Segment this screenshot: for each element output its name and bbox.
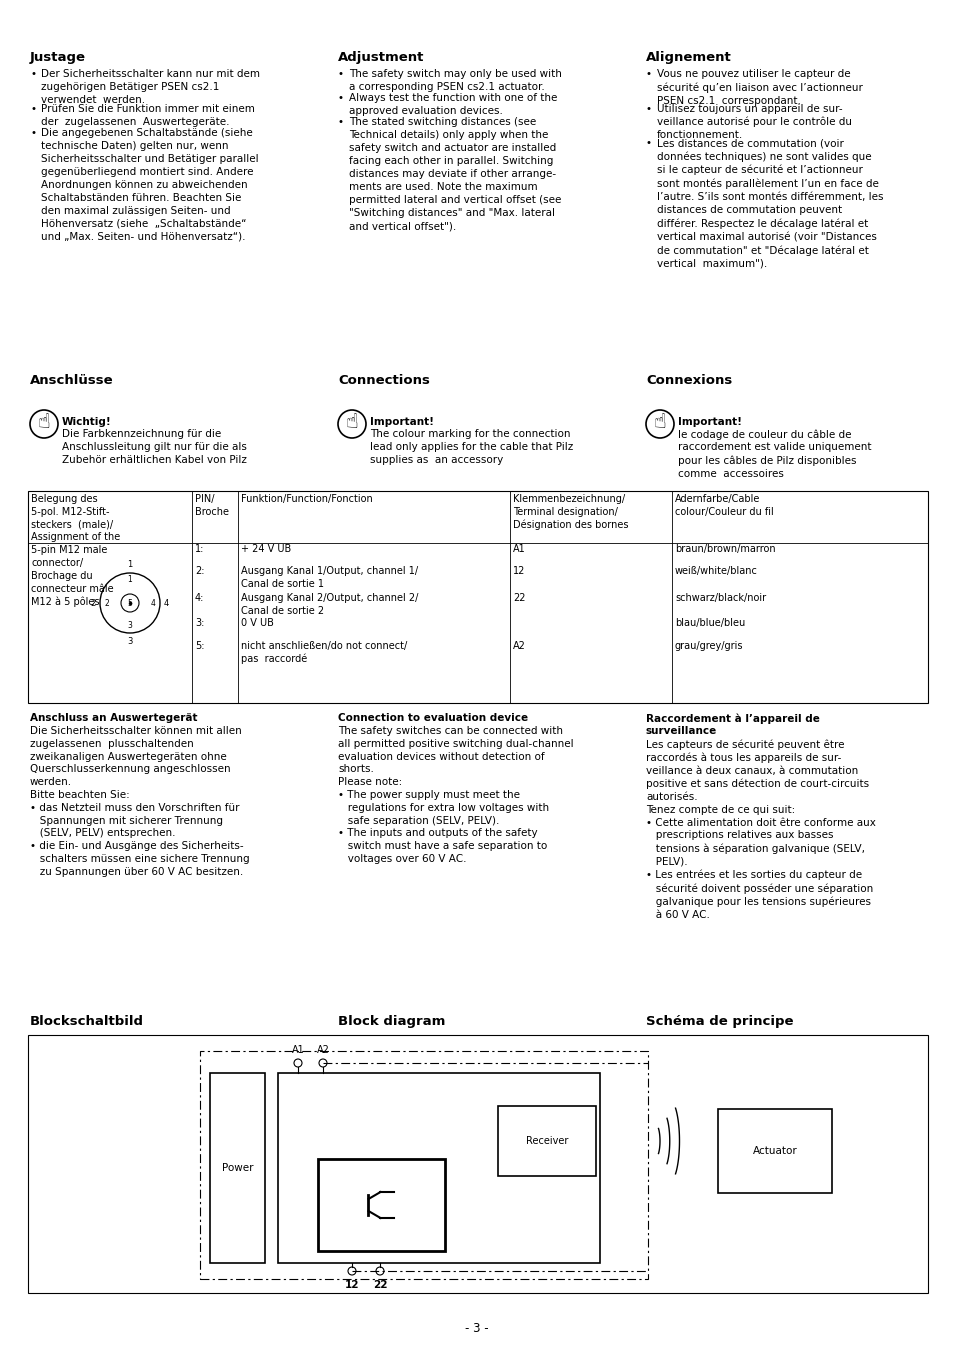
Text: 4: 4: [151, 598, 155, 608]
Text: Schéma de principe: Schéma de principe: [645, 1015, 793, 1028]
Text: 12: 12: [513, 566, 525, 576]
Bar: [210, 1073, 265, 1263]
Text: •: •: [645, 69, 651, 78]
Text: 3:: 3:: [194, 617, 204, 628]
Text: 2: 2: [91, 598, 96, 608]
Text: braun/brown/marron: braun/brown/marron: [675, 544, 775, 554]
Text: PIN/
Broche: PIN/ Broche: [194, 494, 229, 517]
Text: 2:: 2:: [194, 566, 204, 576]
Text: + 24 V UB: + 24 V UB: [241, 544, 291, 554]
Text: 0 V UB: 0 V UB: [241, 617, 274, 628]
Text: The colour marking for the connection
lead only applies for the cable that Pilz
: The colour marking for the connection le…: [370, 430, 573, 465]
Bar: [28, 1035, 927, 1293]
Text: 2: 2: [105, 598, 110, 608]
Text: Funktion/Function/Fonction: Funktion/Function/Fonction: [241, 494, 373, 504]
Text: A2: A2: [316, 1046, 329, 1055]
Text: Der Sicherheitsschalter kann nur mit dem
zugehörigen Betätiger PSEN cs2.1
verwen: Der Sicherheitsschalter kann nur mit dem…: [41, 69, 260, 105]
Text: 1:: 1:: [194, 544, 204, 554]
Text: Power: Power: [221, 1163, 253, 1173]
Text: •: •: [337, 93, 344, 103]
Text: The safety switches can be connected with
all permitted positive switching dual-: The safety switches can be connected wit…: [337, 725, 573, 865]
Text: blau/blue/bleu: blau/blue/bleu: [675, 617, 744, 628]
Text: A2: A2: [513, 640, 525, 651]
Text: 3: 3: [127, 638, 132, 646]
Text: 12: 12: [344, 1279, 359, 1290]
Text: Die angegebenen Schaltabstände (siehe
technische Daten) gelten nur, wenn
Sicherh: Die angegebenen Schaltabstände (siehe te…: [41, 127, 258, 242]
Text: •: •: [645, 104, 651, 113]
Text: Important!: Important!: [678, 417, 741, 427]
Text: Die Farbkennzeichnung für die
Anschlussleitung gilt nur für die als
Zubehör erhä: Die Farbkennzeichnung für die Anschlussl…: [62, 430, 247, 465]
Text: Ausgang Kanal 2/Output, channel 2/
Canal de sortie 2: Ausgang Kanal 2/Output, channel 2/ Canal…: [241, 593, 418, 616]
Text: Adjustment: Adjustment: [337, 51, 424, 63]
Text: ☝: ☝: [345, 412, 358, 432]
Text: Alignement: Alignement: [645, 51, 731, 63]
Text: le codage de couleur du câble de
raccordement est valide uniquement
pour les câb: le codage de couleur du câble de raccord…: [678, 430, 871, 478]
Text: Important!: Important!: [370, 417, 434, 427]
Bar: [200, 1051, 647, 1279]
Text: The safety switch may only be used with
a corresponding PSEN cs2.1 actuator.: The safety switch may only be used with …: [349, 69, 561, 92]
Text: Utilisez toujours un appareil de sur-
veillance autorisé pour le contrôle du
fon: Utilisez toujours un appareil de sur- ve…: [657, 104, 851, 141]
Text: 5:: 5:: [194, 640, 204, 651]
Text: Belegung des
5-pol. M12-Stift-
steckers  (male)/
Assignment of the
5-pin M12 mal: Belegung des 5-pol. M12-Stift- steckers …: [30, 494, 120, 607]
Text: 3: 3: [128, 621, 132, 631]
Text: Die Sicherheitsschalter können mit allen
zugelassenen  plusschaltenden
zweikanal: Die Sicherheitsschalter können mit allen…: [30, 725, 250, 877]
Text: Anschlüsse: Anschlüsse: [30, 374, 113, 386]
Text: schwarz/black/noir: schwarz/black/noir: [675, 593, 765, 603]
Text: •: •: [645, 138, 651, 149]
Text: weiß/white/blanc: weiß/white/blanc: [675, 566, 757, 576]
Text: 22: 22: [513, 593, 525, 603]
Text: A1: A1: [292, 1046, 304, 1055]
Text: Blockschaltbild: Blockschaltbild: [30, 1015, 144, 1028]
Text: Adernfarbe/Cable
colour/Couleur du fil: Adernfarbe/Cable colour/Couleur du fil: [675, 494, 773, 517]
Text: Prüfen Sie die Funktion immer mit einem
der  zugelassenen  Auswertegeräte.: Prüfen Sie die Funktion immer mit einem …: [41, 104, 254, 127]
Text: 1: 1: [128, 576, 132, 585]
Text: •: •: [337, 69, 344, 78]
Text: •: •: [337, 118, 344, 127]
Text: ☝: ☝: [653, 412, 666, 432]
Text: - 3 -: - 3 -: [465, 1323, 488, 1336]
Text: Wichtig!: Wichtig!: [62, 417, 112, 427]
Text: 22: 22: [373, 1279, 387, 1290]
Bar: [718, 1109, 831, 1193]
Text: Justage: Justage: [30, 51, 86, 63]
Text: Actuator: Actuator: [752, 1146, 797, 1156]
Text: •: •: [30, 127, 36, 138]
Bar: [317, 1159, 444, 1251]
Text: Vous ne pouvez utiliser le capteur de
sécurité qu’en liaison avec l’actionneur
P: Vous ne pouvez utiliser le capteur de sé…: [657, 69, 862, 105]
Text: Always test the function with one of the
approved evaluation devices.: Always test the function with one of the…: [349, 93, 557, 116]
Text: Klemmenbezeichnung/
Terminal designation/
Désignation des bornes: Klemmenbezeichnung/ Terminal designation…: [513, 494, 628, 531]
Text: Anschluss an Auswertegerät: Anschluss an Auswertegerät: [30, 713, 197, 723]
Text: Les capteurs de sécurité peuvent être
raccordés à tous les appareils de sur-
vei: Les capteurs de sécurité peuvent être ra…: [645, 739, 875, 920]
Text: Block diagram: Block diagram: [337, 1015, 445, 1028]
Text: •: •: [30, 69, 36, 78]
Text: Connections: Connections: [337, 374, 430, 386]
Text: Connection to evaluation device: Connection to evaluation device: [337, 713, 528, 723]
Text: Ausgang Kanal 1/Output, channel 1/
Canal de sortie 1: Ausgang Kanal 1/Output, channel 1/ Canal…: [241, 566, 417, 589]
Text: Raccordement à l’appareil de
surveillance: Raccordement à l’appareil de surveillanc…: [645, 713, 819, 736]
Bar: [277, 1073, 599, 1263]
Text: 4:: 4:: [194, 593, 204, 603]
Text: grau/grey/gris: grau/grey/gris: [675, 640, 742, 651]
Text: A1: A1: [513, 544, 525, 554]
Text: 4: 4: [164, 598, 169, 608]
Text: Connexions: Connexions: [645, 374, 732, 386]
Text: nicht anschließen/do not connect/
pas  raccordé: nicht anschließen/do not connect/ pas ra…: [241, 640, 407, 665]
Bar: [28, 490, 927, 703]
Bar: [497, 1106, 596, 1175]
Text: Receiver: Receiver: [525, 1136, 568, 1146]
Text: Les distances de commutation (voir
données techniques) ne sont valides que
si le: Les distances de commutation (voir donné…: [657, 138, 882, 269]
Text: 1: 1: [128, 561, 132, 569]
Text: 5: 5: [128, 598, 132, 608]
Text: The stated switching distances (see
Technical details) only apply when the
safet: The stated switching distances (see Tech…: [349, 118, 560, 231]
Text: •: •: [30, 104, 36, 113]
Text: ☝: ☝: [37, 412, 51, 432]
